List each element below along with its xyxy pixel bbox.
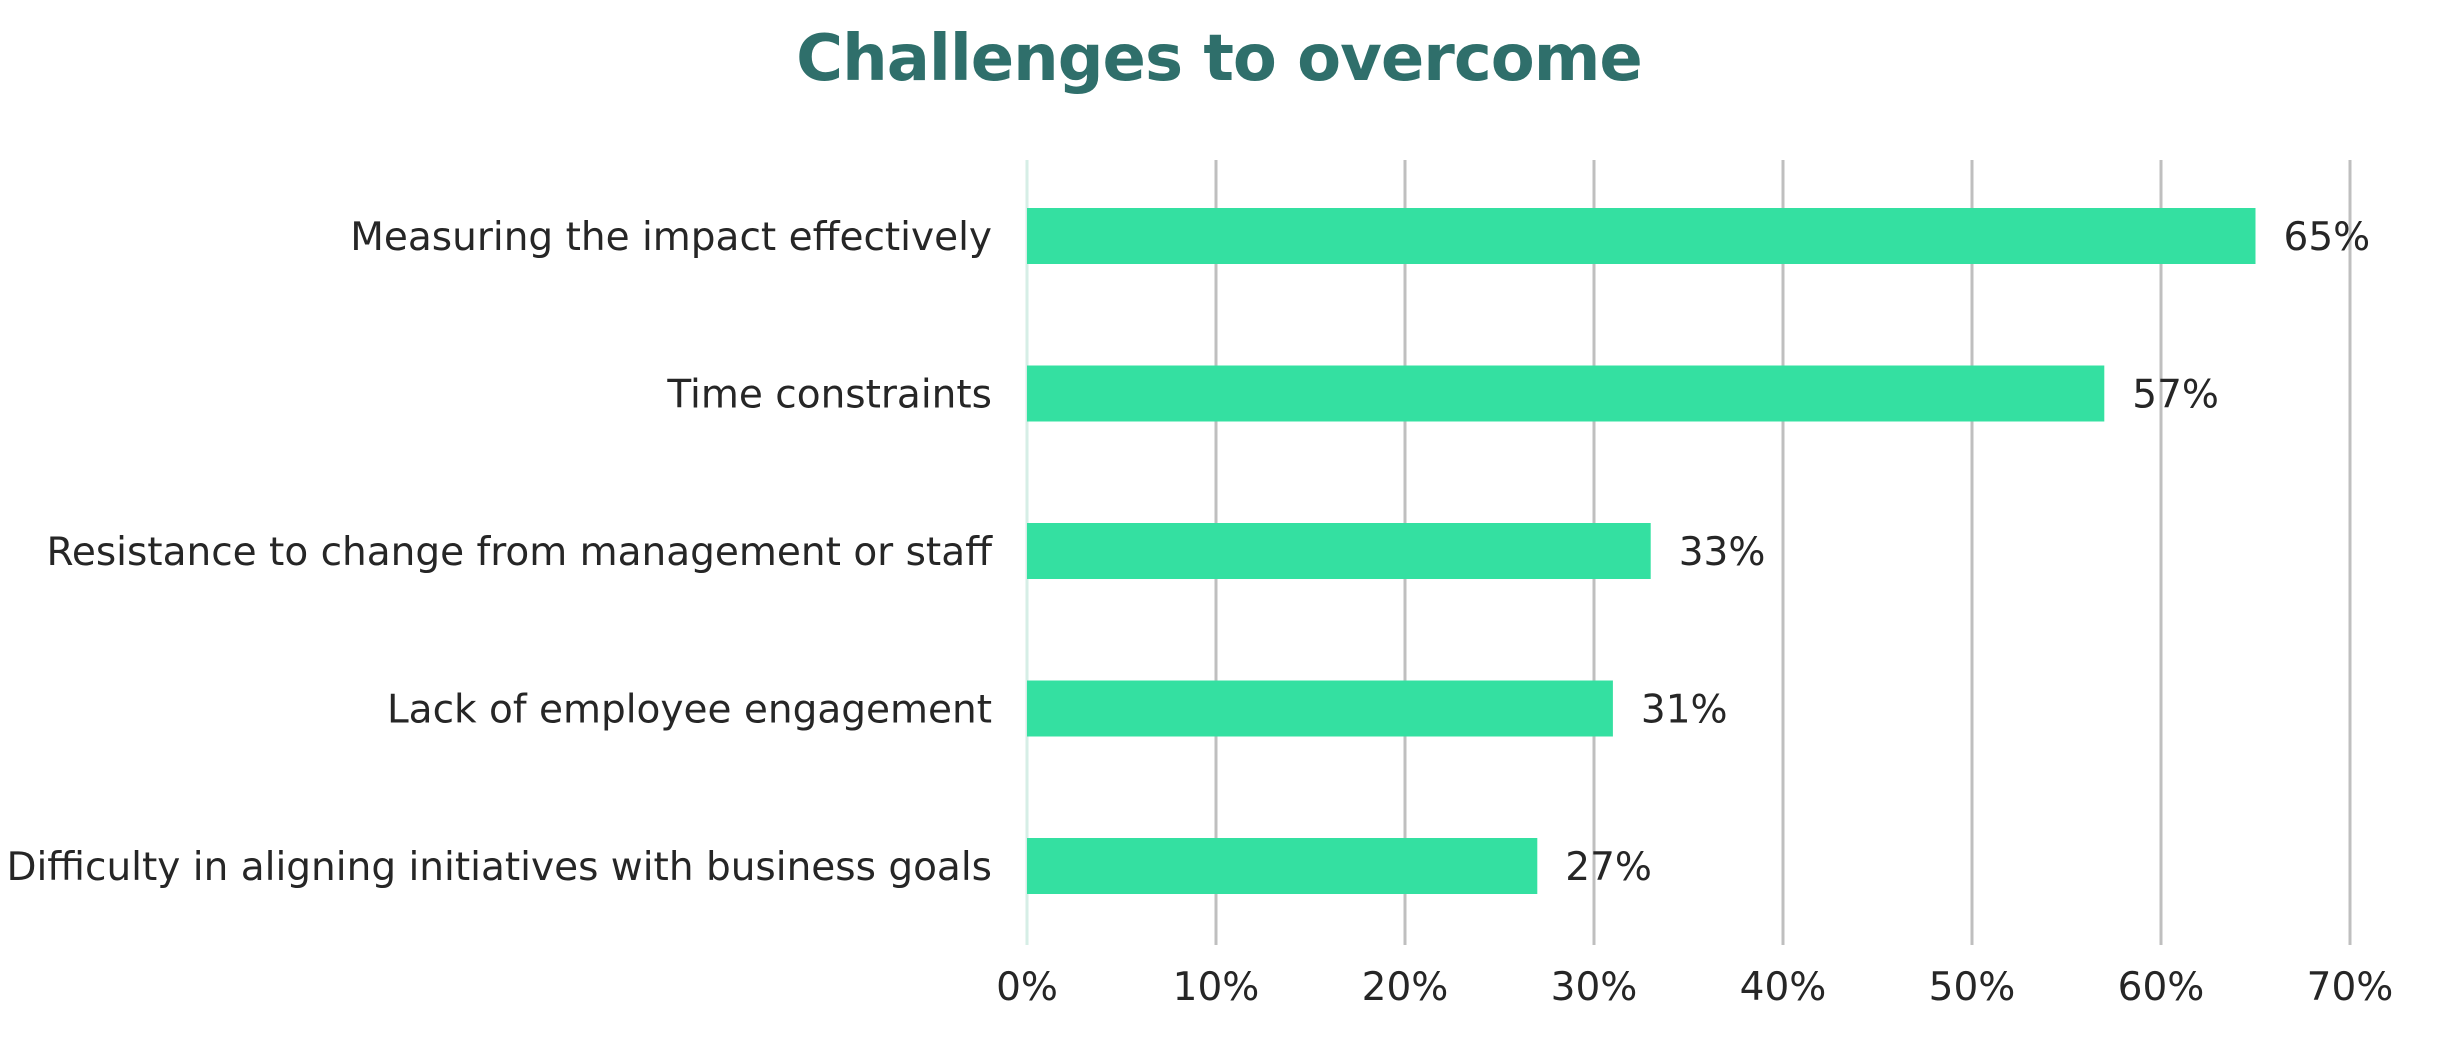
x-tick-label: 50% [1929, 965, 2016, 1010]
x-tick-label: 10% [1173, 965, 1260, 1010]
data-label: 57% [2132, 373, 2219, 418]
category-label: Time constraints [666, 373, 992, 418]
bar [1027, 208, 2256, 264]
x-tick-label: 20% [1362, 965, 1449, 1010]
bars [1027, 208, 2256, 894]
chart-title: Challenges to overcome [796, 22, 1643, 96]
data-label: 31% [1641, 688, 1728, 733]
data-label: 33% [1679, 530, 1766, 575]
data-label: 65% [2284, 215, 2371, 260]
bar [1027, 680, 1613, 737]
category-label: Resistance to change from management or … [46, 530, 993, 575]
category-label: Difficulty in aligning initiatives with … [6, 845, 992, 890]
bar [1027, 523, 1651, 579]
x-tick-label: 60% [2118, 965, 2205, 1010]
labels: 0% 10% 20% 30% 40% 50% 60% 70% Measuring the imp… [6, 215, 2393, 1010]
x-tick-label: 70% [2307, 965, 2394, 1010]
x-tick-label: 30% [1551, 965, 1638, 1010]
bar [1027, 365, 2105, 422]
data-label: 27% [1565, 845, 1652, 890]
x-tick-label: 40% [1740, 965, 1827, 1010]
bar [1027, 838, 1538, 894]
category-label: Measuring the impact effectively [350, 215, 992, 260]
category-label: Lack of employee engagement [387, 688, 992, 733]
x-tick-label: 0% [996, 965, 1058, 1010]
